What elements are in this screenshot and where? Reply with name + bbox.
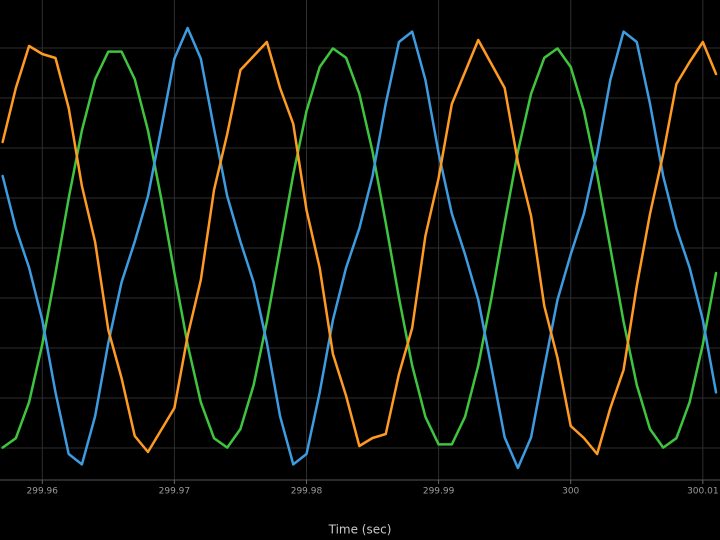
x-tick-label: 300 [562,487,579,497]
x-axis-title: Time (sec) [328,523,392,537]
labels: 299.96 299.97 299.98 299.99 300 300.01 [27,480,719,497]
grid [0,0,720,480]
plot-lines [1,26,718,470]
x-tick-label: 299.98 [291,487,323,497]
series-line [1,38,718,456]
x-tick-label: 299.97 [159,487,191,497]
x-tick-label: 299.96 [27,487,59,497]
series-line [1,47,718,449]
x-tick-label: 299.99 [423,487,455,497]
series-line [1,26,718,470]
x-tick-label: 300.01 [687,487,719,497]
